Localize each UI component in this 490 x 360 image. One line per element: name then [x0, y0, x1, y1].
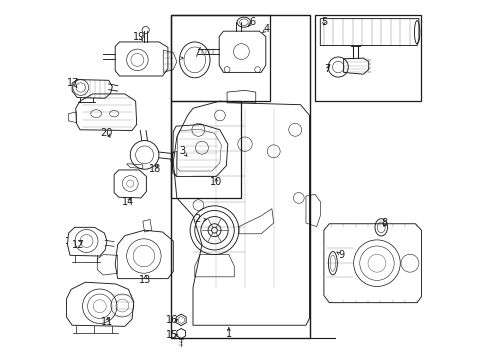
Text: 12: 12 [72, 239, 84, 249]
Text: 18: 18 [148, 164, 161, 174]
Text: 14: 14 [122, 197, 135, 207]
Text: 10: 10 [210, 177, 222, 187]
Text: 11: 11 [101, 317, 113, 327]
Text: 8: 8 [382, 218, 388, 228]
Text: 2: 2 [195, 215, 201, 224]
Text: 13: 13 [139, 275, 151, 285]
Text: 20: 20 [101, 129, 113, 138]
Text: 17: 17 [68, 78, 80, 88]
Text: 1: 1 [226, 329, 232, 339]
Text: 15: 15 [167, 330, 179, 340]
Text: 9: 9 [339, 250, 345, 260]
Text: 6: 6 [249, 17, 255, 27]
Bar [172, 101, 242, 198]
Text: 19: 19 [133, 32, 146, 41]
Text: 16: 16 [167, 315, 179, 325]
Bar [315, 15, 421, 101]
Text: 5: 5 [321, 17, 327, 27]
Text: 7: 7 [324, 64, 331, 74]
Bar [172, 15, 270, 101]
Text: 4: 4 [264, 24, 270, 35]
Text: 3: 3 [179, 146, 185, 156]
Bar [172, 15, 310, 338]
